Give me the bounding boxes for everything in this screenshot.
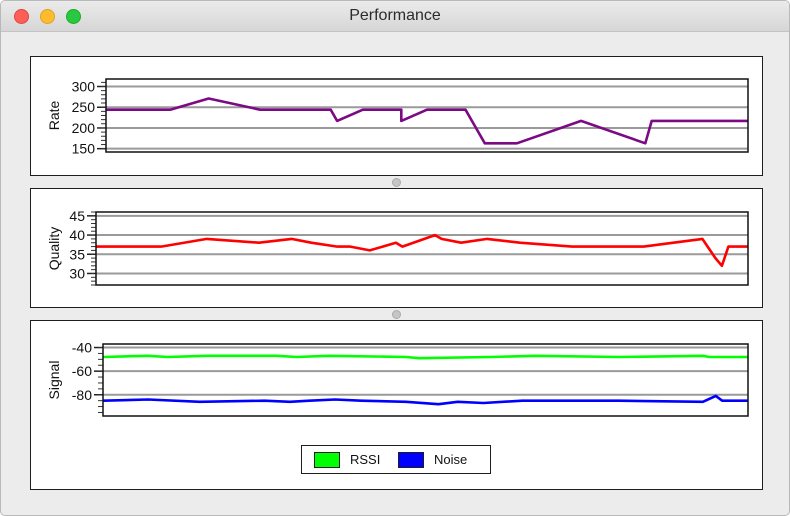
rate-chart-panel: 150 200 250 300 Rate bbox=[30, 56, 763, 176]
close-button[interactable] bbox=[14, 9, 29, 24]
y-axis-label: Signal bbox=[46, 361, 62, 400]
rate-series-line bbox=[106, 97, 748, 145]
plot-frame bbox=[102, 343, 749, 417]
rate-chart: 150 200 250 300 Rate bbox=[46, 78, 749, 157]
splitter-handle[interactable] bbox=[392, 178, 401, 187]
signal-legend: RSSI Noise bbox=[301, 445, 491, 474]
quality-series-line bbox=[96, 233, 748, 268]
y-tick-label: 35 bbox=[69, 246, 85, 262]
minimize-button[interactable] bbox=[40, 9, 55, 24]
rssi-swatch bbox=[314, 452, 340, 468]
quality-chart-panel: 30 35 40 45 Quality bbox=[30, 188, 763, 308]
y-tick-label: -60 bbox=[72, 363, 92, 379]
y-tick-label: -40 bbox=[72, 340, 92, 356]
y-tick-label: 250 bbox=[72, 99, 96, 115]
y-tick-label: 40 bbox=[69, 227, 85, 243]
zoom-button[interactable] bbox=[66, 9, 81, 24]
y-tick-label: 150 bbox=[72, 141, 96, 157]
y-tick-label: -80 bbox=[72, 387, 92, 403]
noise-legend-label: Noise bbox=[434, 452, 468, 467]
y-tick-label: 30 bbox=[69, 265, 85, 281]
plot-frame bbox=[105, 78, 749, 153]
y-tick-label: 300 bbox=[72, 78, 96, 94]
quality-chart: 30 35 40 45 Quality bbox=[46, 208, 749, 286]
rssi-legend-label: RSSI bbox=[350, 452, 381, 467]
y-tick-label: 200 bbox=[72, 120, 96, 136]
window-title: Performance bbox=[349, 7, 441, 24]
title-bar[interactable]: Performance bbox=[1, 1, 789, 32]
signal-chart: -40 -60 -80 Signal bbox=[46, 340, 749, 417]
noise-series-line bbox=[102, 394, 748, 406]
y-axis-label: Rate bbox=[46, 101, 62, 131]
rssi-series-line bbox=[102, 354, 748, 360]
splitter-handle[interactable] bbox=[392, 310, 401, 319]
noise-swatch bbox=[398, 452, 424, 468]
y-axis-label: Quality bbox=[46, 227, 62, 271]
y-tick-label: 45 bbox=[69, 208, 85, 224]
plot-frame bbox=[95, 211, 749, 286]
